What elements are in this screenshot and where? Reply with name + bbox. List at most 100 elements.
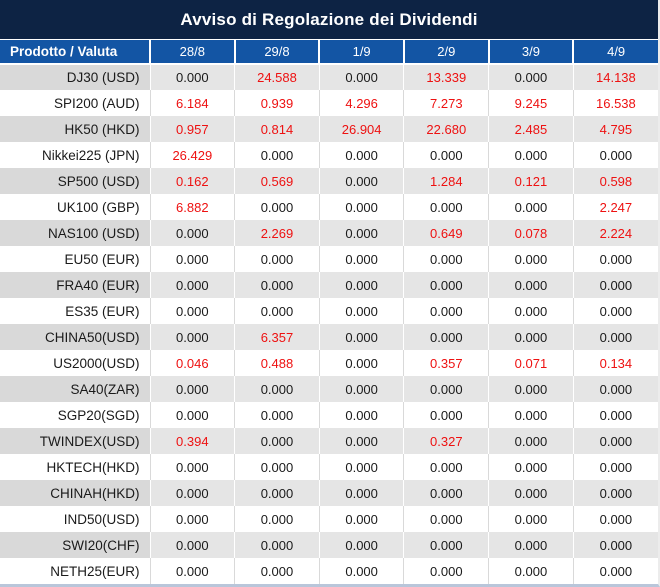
table-row: CHINAH(HKD) 0.000 0.000 0.000 0.000 0.000 0.00… [0, 480, 658, 506]
value-cell: 0.078 [488, 220, 574, 246]
value-cell: 0.000 [488, 324, 574, 350]
header-cell-date: 3/9 [488, 40, 575, 65]
value-cell: 0.000 [319, 324, 405, 350]
value-cell: 0.000 [403, 558, 490, 584]
value-cell: 0.000 [488, 480, 574, 506]
product-cell: CHINAH(HKD) [0, 480, 151, 506]
product-cell: IND50(USD) [0, 506, 151, 532]
value-cell: 0.000 [150, 324, 236, 350]
value-cell: 0.000 [488, 558, 574, 584]
table-row: SPI200 (AUD) 6.184 0.939 4.296 7.273 9.245 16.… [0, 90, 658, 116]
value-cell: 0.000 [234, 376, 320, 402]
value-cell: 14.138 [573, 64, 658, 90]
value-cell: 16.538 [573, 90, 658, 116]
product-cell: HKTECH(HKD) [0, 454, 151, 480]
table-row: SWI20(CHF) 0.000 0.000 0.000 0.000 0.000 0.000 [0, 532, 658, 558]
product-cell: SP500 (USD) [0, 168, 151, 194]
header-cell-date: 28/8 [150, 40, 236, 65]
value-cell: 0.000 [573, 506, 658, 532]
table-row: SP500 (USD) 0.162 0.569 0.000 1.284 0.121 0.59… [0, 168, 658, 194]
value-cell: 0.000 [573, 480, 658, 506]
value-cell: 0.000 [319, 558, 405, 584]
value-cell: 0.000 [488, 376, 574, 402]
value-cell: 0.000 [573, 532, 658, 558]
header-cell-date: 29/8 [234, 40, 321, 65]
value-cell: 0.000 [319, 428, 405, 454]
dividend-table: Prodotto / Valuta 28/8 29/8 1/9 2/9 3/9 4/9 DJ… [0, 40, 658, 584]
value-cell: 0.000 [319, 64, 405, 90]
value-cell: 0.000 [150, 402, 236, 428]
value-cell: 22.680 [403, 116, 490, 142]
value-cell: 0.000 [573, 324, 658, 350]
value-cell: 0.598 [573, 168, 658, 194]
product-cell: HK50 (HKD) [0, 116, 151, 142]
value-cell: 2.269 [234, 220, 320, 246]
value-cell: 0.000 [234, 402, 320, 428]
value-cell: 0.000 [150, 64, 236, 90]
value-cell: 0.000 [319, 350, 405, 376]
value-cell: 13.339 [403, 64, 490, 90]
value-cell: 0.000 [150, 220, 236, 246]
value-cell: 0.000 [234, 194, 320, 220]
value-cell: 0.000 [488, 64, 574, 90]
value-cell: 0.000 [150, 480, 236, 506]
value-cell: 1.284 [403, 168, 490, 194]
value-cell: 4.296 [319, 90, 405, 116]
product-cell: ES35 (EUR) [0, 298, 151, 324]
value-cell: 0.000 [403, 454, 490, 480]
value-cell: 6.882 [150, 194, 236, 220]
value-cell: 26.429 [150, 142, 236, 168]
table-row: NETH25(EUR) 0.000 0.000 0.000 0.000 0.000 0.00… [0, 558, 658, 584]
value-cell: 0.046 [150, 350, 236, 376]
table-row: HK50 (HKD) 0.957 0.814 26.904 22.680 2.485 4.7… [0, 116, 658, 142]
value-cell: 0.000 [403, 324, 490, 350]
value-cell: 0.000 [319, 532, 405, 558]
header-cell-date: 1/9 [319, 40, 405, 65]
value-cell: 0.000 [319, 168, 405, 194]
value-cell: 0.000 [573, 558, 658, 584]
value-cell: 0.000 [319, 142, 405, 168]
value-cell: 0.488 [234, 350, 320, 376]
value-cell: 0.000 [234, 298, 320, 324]
value-cell: 0.000 [488, 428, 574, 454]
header-cell-date: 2/9 [403, 40, 490, 65]
value-cell: 0.000 [403, 480, 490, 506]
notice-title: Avviso di Regolazione dei Dividendi [0, 0, 658, 40]
product-cell: SGP20(SGD) [0, 402, 151, 428]
value-cell: 0.000 [234, 506, 320, 532]
header-row: Prodotto / Valuta 28/8 29/8 1/9 2/9 3/9 4/9 [0, 40, 658, 65]
value-cell: 0.000 [234, 454, 320, 480]
header-cell-product-valuta: Prodotto / Valuta [0, 40, 151, 65]
value-cell: 6.357 [234, 324, 320, 350]
value-cell: 0.814 [234, 116, 320, 142]
value-cell: 0.000 [488, 506, 574, 532]
product-cell: UK100 (GBP) [0, 194, 151, 220]
table-row: SGP20(SGD) 0.000 0.000 0.000 0.000 0.000 0.000 [0, 402, 658, 428]
value-cell: 0.000 [488, 194, 574, 220]
value-cell: 2.247 [573, 194, 658, 220]
value-cell: 0.000 [573, 428, 658, 454]
value-cell: 0.000 [403, 142, 490, 168]
value-cell: 0.000 [150, 454, 236, 480]
value-cell: 0.000 [403, 532, 490, 558]
table-row: TWINDEX(USD) 0.394 0.000 0.000 0.327 0.000 0.0… [0, 428, 658, 454]
table-row: DJ30 (USD) 0.000 24.588 0.000 13.339 0.000 14.… [0, 64, 658, 90]
product-cell: CHINA50(USD) [0, 324, 151, 350]
value-cell: 0.357 [403, 350, 490, 376]
product-cell: NAS100 (USD) [0, 220, 151, 246]
product-cell: FRA40 (EUR) [0, 272, 151, 298]
value-cell: 0.000 [403, 506, 490, 532]
value-cell: 0.000 [150, 532, 236, 558]
value-cell: 0.000 [488, 532, 574, 558]
value-cell: 24.588 [234, 64, 320, 90]
value-cell: 2.485 [488, 116, 574, 142]
value-cell: 0.000 [319, 298, 405, 324]
value-cell: 0.000 [234, 142, 320, 168]
value-cell: 0.000 [319, 194, 405, 220]
value-cell: 0.000 [319, 376, 405, 402]
value-cell: 0.000 [573, 402, 658, 428]
product-cell: US2000(USD) [0, 350, 151, 376]
value-cell: 0.000 [403, 402, 490, 428]
table-row: NAS100 (USD) 0.000 2.269 0.000 0.649 0.078 2.2… [0, 220, 658, 246]
